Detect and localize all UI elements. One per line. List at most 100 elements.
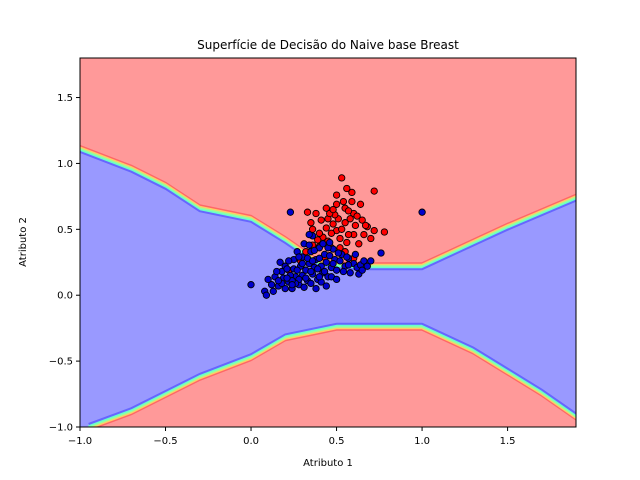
x-tick-label: 1.0 xyxy=(414,436,430,447)
point-class-1 xyxy=(322,204,330,212)
point-class-1 xyxy=(307,219,315,227)
point-class-0 xyxy=(286,208,295,216)
y-tick-label: 0.0 xyxy=(57,291,73,302)
point-class-1 xyxy=(341,219,349,227)
point-class-0 xyxy=(322,282,330,290)
y-tick-label: 1.5 xyxy=(57,93,73,104)
point-class-0 xyxy=(334,249,342,257)
point-class-0 xyxy=(262,291,271,299)
point-class-0 xyxy=(295,253,303,261)
point-class-0 xyxy=(332,266,341,274)
point-class-0 xyxy=(319,240,327,248)
point-class-0 xyxy=(302,274,310,282)
y-tick-label: 1.0 xyxy=(57,159,73,170)
point-class-1 xyxy=(343,238,351,247)
point-class-0 xyxy=(351,250,360,259)
boundary-upper-line-1 xyxy=(80,146,576,266)
point-class-1 xyxy=(370,226,378,235)
point-class-0 xyxy=(322,258,330,266)
boundary-lower-line-1 xyxy=(89,327,576,427)
point-class-0 xyxy=(418,208,426,216)
boundary-lower-line-4 xyxy=(88,322,576,425)
point-class-0 xyxy=(326,238,334,247)
boundary-lower-line-0 xyxy=(93,328,576,427)
boundary-upper-line-0 xyxy=(80,144,576,265)
x-tick-label: 1.5 xyxy=(500,436,516,447)
point-class-1 xyxy=(327,229,336,237)
point-class-0 xyxy=(283,274,291,282)
point-class-1 xyxy=(312,209,320,218)
x-tick-label: 0.5 xyxy=(329,436,345,447)
point-class-1 xyxy=(344,207,353,215)
point-class-0 xyxy=(339,267,348,276)
point-class-0 xyxy=(329,259,337,268)
point-class-0 xyxy=(305,241,313,249)
plot-area xyxy=(80,58,576,427)
point-class-0 xyxy=(307,267,315,276)
point-class-1 xyxy=(332,200,341,208)
x-tick-label: −1.0 xyxy=(68,436,92,447)
y-tick-label: −1.0 xyxy=(49,423,73,434)
data-points xyxy=(247,174,426,299)
point-class-1 xyxy=(332,191,341,199)
point-class-0 xyxy=(326,252,334,260)
point-class-0 xyxy=(344,261,353,269)
y-tick-label: 0.5 xyxy=(57,225,73,236)
point-class-0 xyxy=(358,266,366,274)
point-class-1 xyxy=(322,224,330,232)
boundary-lower-line-3 xyxy=(88,324,576,427)
point-class-0 xyxy=(315,273,324,281)
point-class-0 xyxy=(343,253,351,261)
point-class-0 xyxy=(274,277,283,285)
point-class-0 xyxy=(247,281,255,289)
point-class-0 xyxy=(346,269,354,277)
point-class-0 xyxy=(363,262,371,270)
point-class-0 xyxy=(281,284,289,293)
point-class-1 xyxy=(358,216,366,224)
point-class-0 xyxy=(332,275,341,284)
point-class-1 xyxy=(361,221,370,230)
point-class-1 xyxy=(346,215,354,223)
point-class-1 xyxy=(351,221,360,230)
point-class-0 xyxy=(315,254,324,262)
point-class-1 xyxy=(329,205,337,214)
point-class-0 xyxy=(300,283,308,291)
point-class-0 xyxy=(273,267,281,276)
y-tick-label: −0.5 xyxy=(49,357,73,368)
point-class-0 xyxy=(310,246,318,255)
point-class-0 xyxy=(305,230,313,239)
point-class-0 xyxy=(367,257,375,265)
boundary-upper-line-3 xyxy=(80,149,576,269)
point-class-0 xyxy=(269,287,277,295)
point-class-0 xyxy=(308,257,317,265)
point-class-1 xyxy=(344,230,353,239)
point-class-0 xyxy=(307,279,315,288)
boundary-lower-line-2 xyxy=(88,325,576,427)
point-class-1 xyxy=(317,216,325,224)
point-class-0 xyxy=(360,257,368,265)
point-class-0 xyxy=(312,284,320,293)
point-class-1 xyxy=(360,230,368,239)
point-class-1 xyxy=(336,234,344,243)
point-class-1 xyxy=(348,188,356,197)
point-class-1 xyxy=(303,208,312,216)
chart-title: Superfície de Decisão do Naive base Brea… xyxy=(197,38,459,52)
point-class-0 xyxy=(276,258,284,266)
point-class-1 xyxy=(338,174,346,182)
x-axis-ticks: −1.0 −0.5 0.0 0.5 1.0 1.5 xyxy=(68,427,516,447)
point-class-1 xyxy=(338,225,346,233)
point-class-1 xyxy=(353,212,361,220)
x-tick-label: 0.0 xyxy=(243,436,259,447)
point-class-0 xyxy=(377,249,385,257)
point-class-0 xyxy=(314,265,322,273)
point-class-0 xyxy=(285,257,293,265)
point-class-1 xyxy=(314,236,322,244)
point-class-1 xyxy=(367,234,375,243)
point-class-1 xyxy=(339,197,348,206)
point-class-1 xyxy=(356,200,365,208)
point-class-0 xyxy=(320,267,329,276)
point-class-0 xyxy=(283,265,291,273)
point-class-1 xyxy=(348,197,356,206)
point-class-1 xyxy=(355,240,363,248)
